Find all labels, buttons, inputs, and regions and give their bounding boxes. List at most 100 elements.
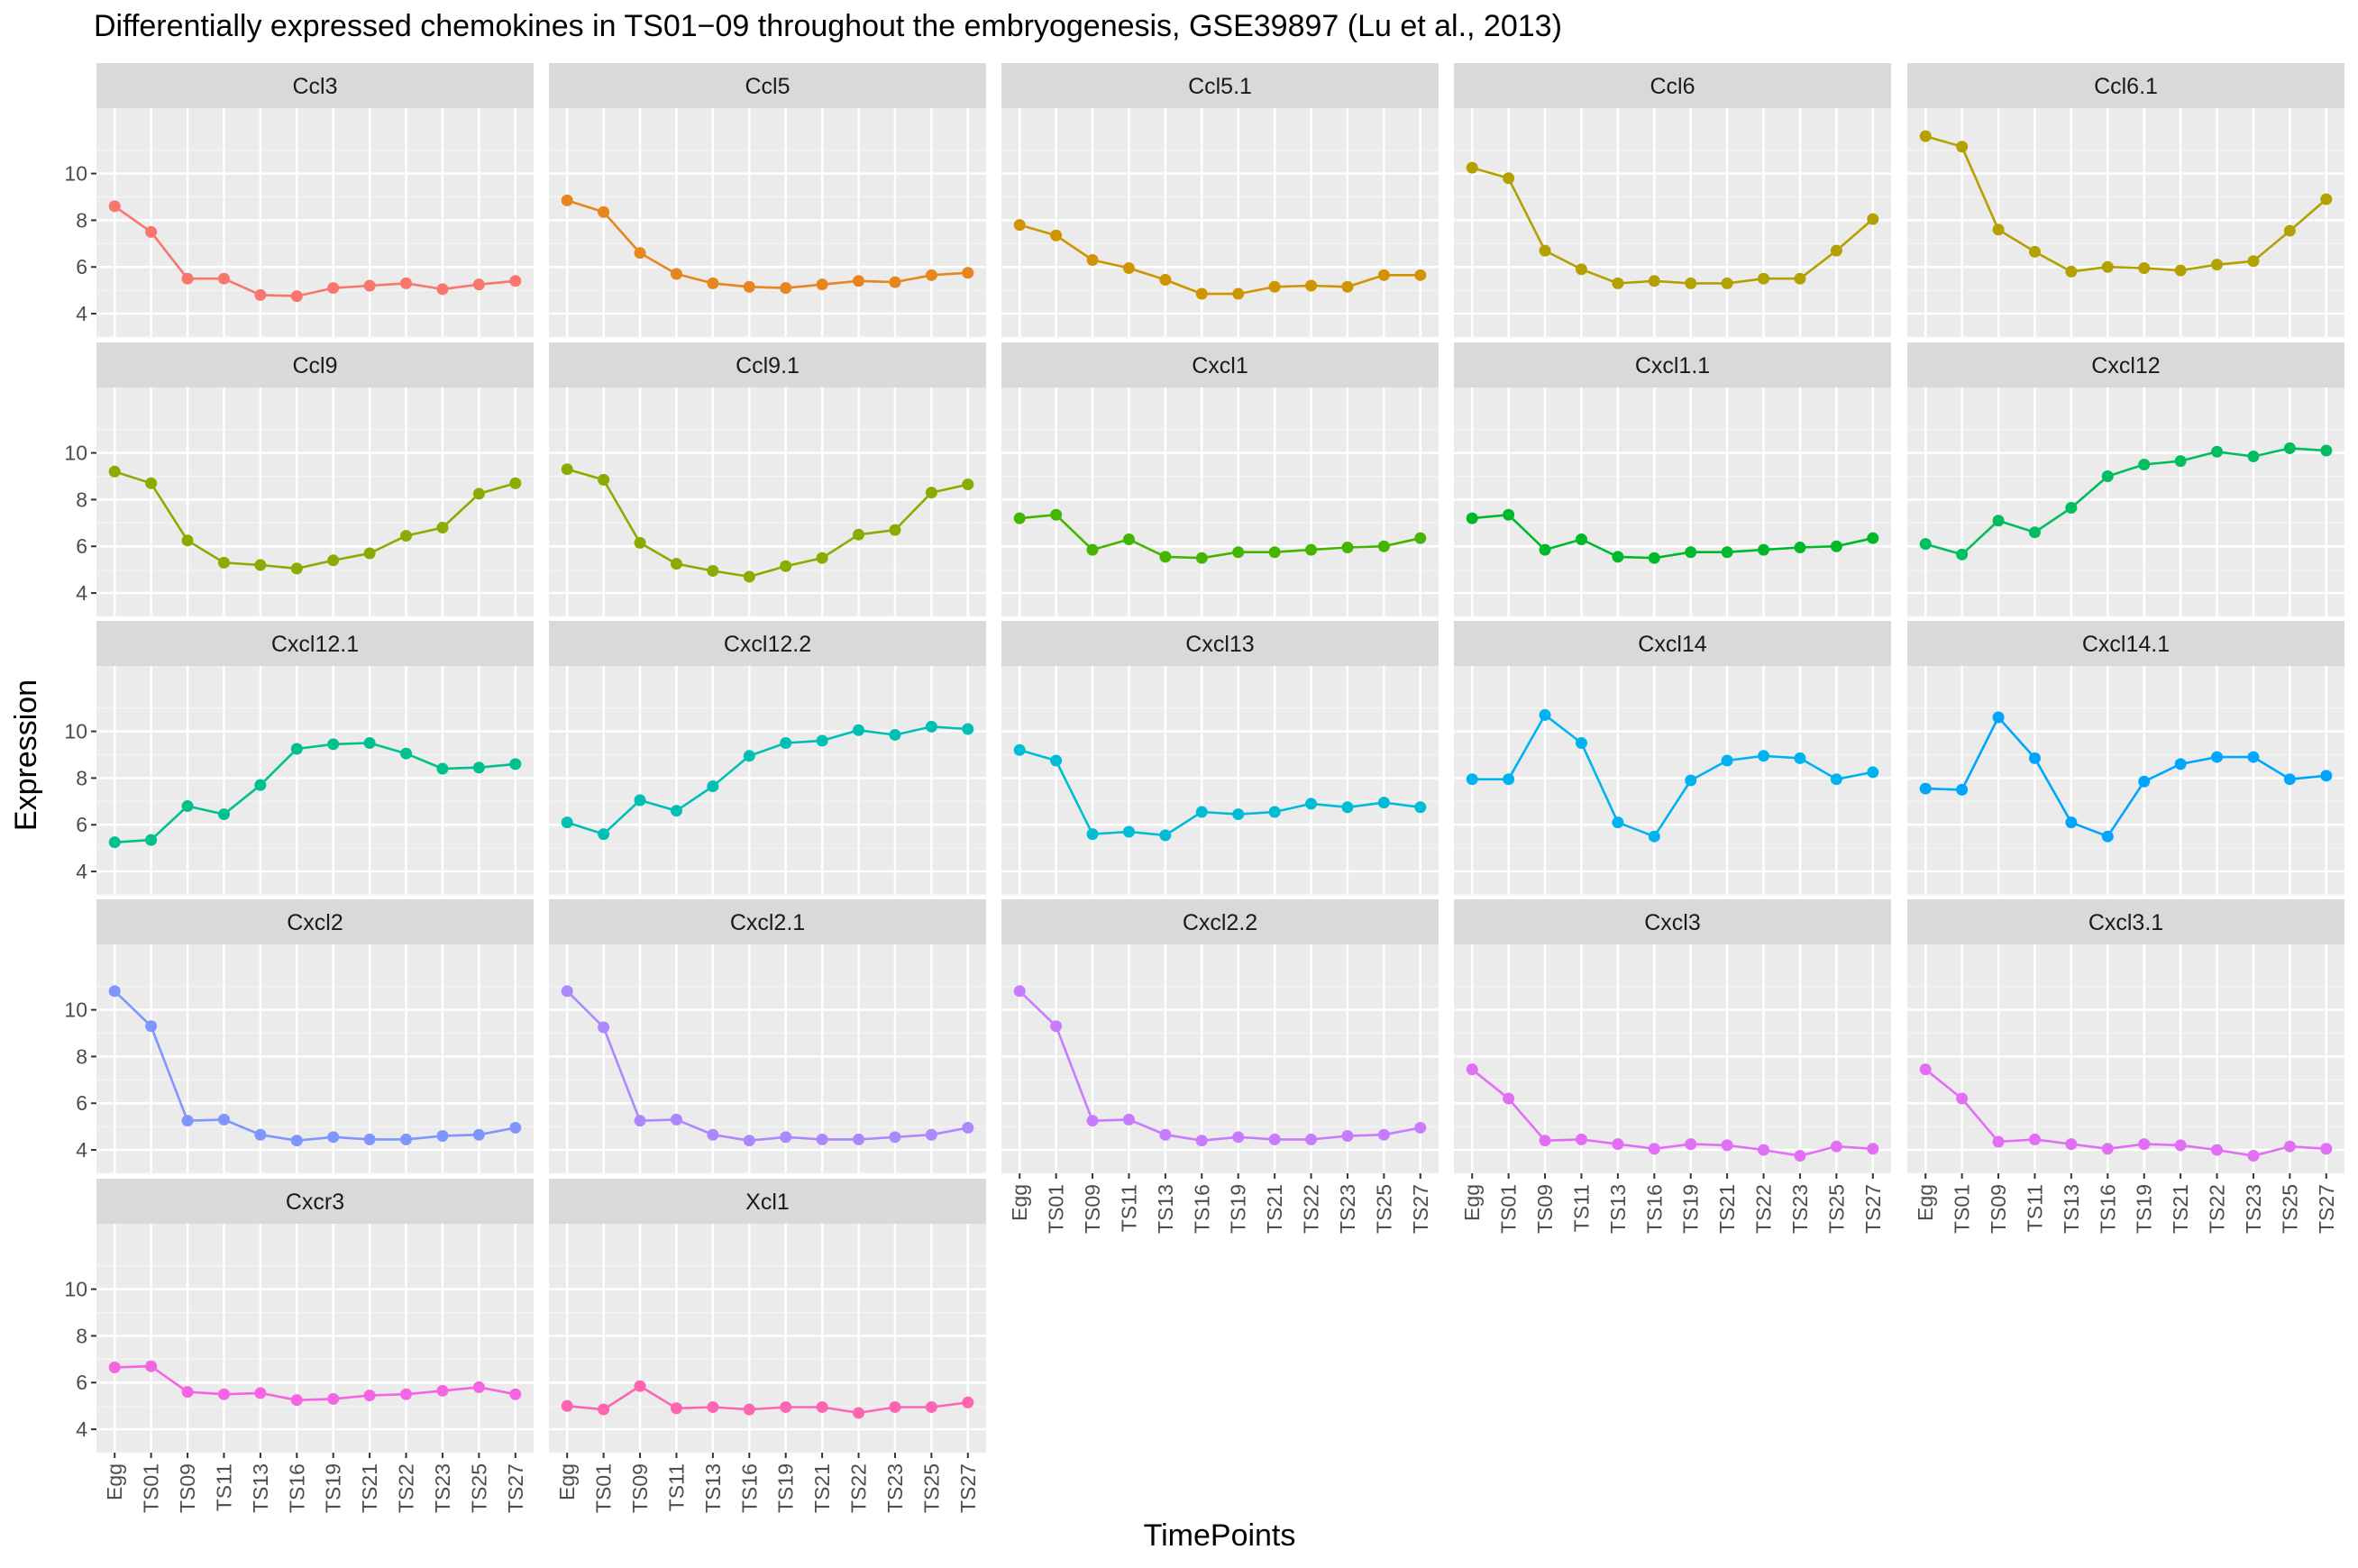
x-tick-label: TS13 <box>1606 1184 1630 1234</box>
data-point <box>670 1113 682 1126</box>
x-tick-label: TS09 <box>176 1463 199 1513</box>
data-point <box>925 1128 937 1141</box>
data-point <box>1377 269 1390 281</box>
data-point <box>1721 277 1733 289</box>
series-line-cxcl12-2 <box>566 725 968 835</box>
x-tick-label: Egg <box>555 1463 579 1500</box>
data-point <box>743 570 755 583</box>
data-point <box>2247 255 2260 268</box>
data-point <box>1867 766 1879 779</box>
data-point <box>707 1400 719 1413</box>
data-point <box>509 758 522 770</box>
strip-cxcl14-1 <box>1907 621 2344 666</box>
data-point <box>1539 1135 1551 1147</box>
data-point <box>1992 223 2005 236</box>
data-point <box>290 290 303 303</box>
data-point <box>1503 773 1515 786</box>
data-point <box>1612 816 1624 829</box>
x-tick-label: TS01 <box>1497 1184 1521 1234</box>
data-point <box>145 477 158 489</box>
x-tick-label: TS22 <box>2206 1184 2229 1234</box>
data-point <box>1305 1133 1318 1145</box>
data-point <box>1830 540 1842 552</box>
data-point <box>1013 219 1026 232</box>
data-point <box>962 267 974 279</box>
y-tick-label: 4 <box>76 302 87 325</box>
panel-background <box>1907 387 2344 616</box>
data-point <box>363 1133 376 1145</box>
data-point <box>2028 752 2041 764</box>
data-point <box>1721 546 1733 559</box>
data-point <box>1122 1113 1135 1126</box>
x-tick-label: TS11 <box>2023 1184 2046 1232</box>
data-point <box>2320 770 2333 782</box>
data-point <box>780 560 792 572</box>
data-point <box>743 280 755 293</box>
series-line-cxcl13 <box>1019 749 1421 837</box>
y-tick-label: 8 <box>76 208 87 232</box>
y-tick-label: 6 <box>76 1091 87 1115</box>
data-point <box>1159 829 1172 842</box>
y-tick-label: 8 <box>76 766 87 789</box>
data-point <box>1956 783 1969 796</box>
panel-background <box>96 387 534 616</box>
data-point <box>1867 213 1879 225</box>
series-line-ccl3 <box>114 205 516 297</box>
data-point <box>472 278 485 291</box>
data-point <box>436 762 449 775</box>
panel-cxcl12: Cxcl12 <box>1907 342 2344 617</box>
data-point <box>290 562 303 575</box>
x-tick-label: TS27 <box>504 1463 527 1513</box>
series-line-ccl5-1 <box>1019 223 1421 296</box>
panel-xcl1: Xcl1 Egg TS01 TS09 TS11 TS13 TS16 TS19 TS21 TS22 T… <box>549 1179 986 1513</box>
x-tick-label: TS01 <box>1951 1184 1974 1234</box>
data-point <box>108 200 121 213</box>
panel-background <box>1454 108 1891 337</box>
data-point <box>1539 543 1551 556</box>
data-point <box>962 479 974 491</box>
data-point <box>1466 773 1478 786</box>
data-point <box>436 1130 449 1143</box>
strip-label-cxcl2: Cxcl2 <box>287 910 343 935</box>
strip-cxcl14 <box>1454 621 1891 666</box>
data-point <box>2283 773 2296 786</box>
x-tick-label: TS13 <box>2060 1184 2083 1234</box>
data-point <box>108 985 121 998</box>
x-tick-label: Egg <box>1460 1184 1484 1221</box>
y-tick-label: 4 <box>76 860 87 883</box>
data-point <box>2101 830 2114 843</box>
data-point <box>1648 552 1660 564</box>
data-point <box>1648 275 1660 287</box>
data-point <box>1050 508 1063 521</box>
data-point <box>743 1403 755 1416</box>
data-point <box>1013 512 1026 524</box>
data-point <box>1758 543 1770 556</box>
data-point <box>1575 1133 1587 1145</box>
y-tick-label: 6 <box>76 1371 87 1394</box>
data-point <box>1794 1150 1806 1162</box>
data-point <box>1305 798 1318 810</box>
strip-cxcl13 <box>1001 621 1439 666</box>
data-point <box>1685 277 1697 289</box>
data-point <box>108 836 121 849</box>
data-point <box>1794 542 1806 554</box>
data-point <box>1992 515 2005 527</box>
data-point <box>1466 161 1478 174</box>
data-point <box>1503 508 1515 521</box>
data-point <box>400 1133 413 1145</box>
series-line-cxcl14 <box>1472 714 1874 838</box>
data-point <box>1503 172 1515 185</box>
data-point <box>436 1384 449 1397</box>
y-tick-label: 6 <box>76 813 87 836</box>
data-point <box>962 1396 974 1408</box>
strip-label-ccl9: Ccl9 <box>292 353 337 378</box>
x-tick-label: TS22 <box>395 1463 418 1513</box>
data-point <box>2101 469 2114 482</box>
data-point <box>1721 754 1733 767</box>
strip-label-cxcl1: Cxcl1 <box>1192 353 1248 378</box>
data-point <box>254 1128 267 1141</box>
data-point <box>1013 743 1026 756</box>
data-point <box>1305 279 1318 292</box>
data-point <box>2028 526 2041 539</box>
